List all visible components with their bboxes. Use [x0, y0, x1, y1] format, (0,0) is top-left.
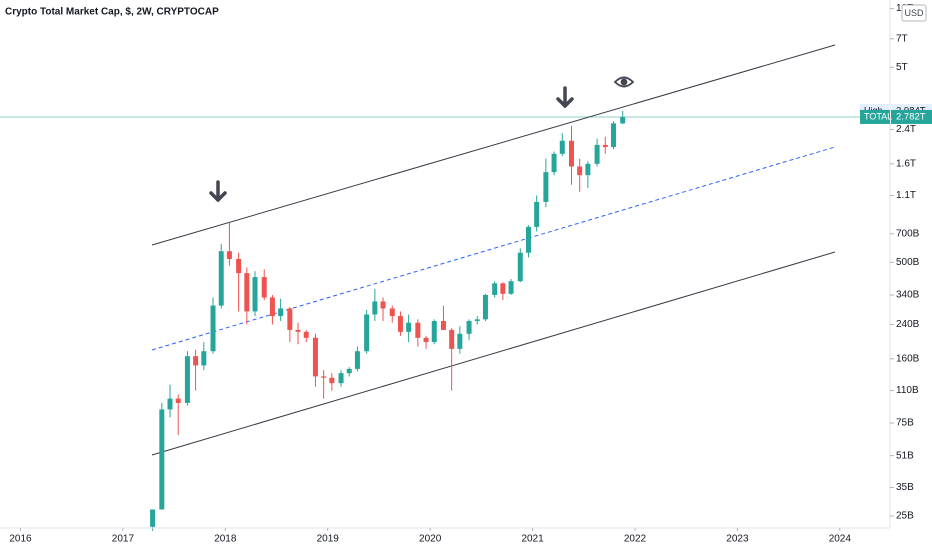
candle-body [457, 333, 463, 349]
candle-body [329, 377, 335, 384]
candle-body [244, 273, 250, 312]
candle-body [543, 172, 549, 202]
candle-body [210, 305, 216, 352]
y-tick-label: 340B [896, 290, 920, 301]
candle-body [585, 163, 591, 176]
candle-body [415, 322, 421, 338]
arrow-down [556, 86, 574, 108]
y-tick-label: 1.1T [896, 190, 916, 201]
candle-body [321, 376, 327, 378]
y-tick-label: 160B [896, 353, 920, 364]
candle-body [261, 277, 267, 298]
candle-body [150, 509, 156, 527]
candle-body [346, 368, 352, 374]
candle-body [193, 356, 199, 366]
x-tick-label: 2021 [521, 534, 544, 545]
candle-body [252, 277, 258, 312]
chart-title: Crypto Total Market Cap, $, 2W, CRYPTOCA… [5, 7, 219, 18]
y-tick-label: 5T [896, 62, 908, 73]
x-tick-label: 2024 [829, 534, 852, 545]
candle-body [372, 301, 378, 315]
candle-body [287, 308, 293, 330]
candle-body [482, 294, 488, 320]
x-tick-label: 2018 [214, 534, 237, 545]
y-tick-label: 51B [896, 450, 914, 461]
candle-body [406, 322, 412, 332]
candle-body [525, 226, 531, 253]
y-tick-label: 35B [896, 482, 914, 493]
candle-body [397, 316, 403, 332]
x-tick-label: 2019 [317, 534, 340, 545]
candle-body [449, 329, 455, 349]
candle-body [354, 351, 360, 369]
candle-body [269, 297, 275, 317]
price-tag-value-bg [891, 109, 932, 124]
candle-body [423, 337, 429, 343]
price-tag-name-bg [860, 109, 890, 124]
price-tag-name: TOTAL [864, 111, 892, 121]
x-tick-label: 2016 [9, 534, 32, 545]
candle-body [389, 308, 395, 317]
x-tick-label: 2017 [112, 534, 135, 545]
candle-body [226, 251, 232, 259]
candle-body [517, 252, 523, 282]
candle-body [338, 373, 344, 384]
candle-body [364, 314, 370, 352]
candle-body [218, 251, 224, 306]
y-tick-label: 7T [896, 33, 908, 44]
candle-body [466, 321, 472, 334]
currency-label[interactable]: USD [904, 8, 924, 18]
candle-body [312, 337, 318, 377]
drawings [151, 44, 836, 456]
candle-body [295, 329, 301, 332]
y-tick-label: 1.6T [896, 158, 916, 169]
y-tick-label: 110B [896, 385, 919, 396]
channel-lower-line [151, 251, 836, 456]
candle-body [440, 321, 446, 330]
candle-body [431, 321, 437, 343]
candle-body [159, 409, 165, 510]
channel-upper-line [151, 44, 836, 246]
y-tick-label: 2.4T [896, 124, 916, 135]
candle-body [500, 283, 506, 294]
candle-body [602, 144, 608, 148]
candle-body [610, 123, 616, 148]
candle-body [474, 319, 480, 322]
currency-box[interactable] [901, 4, 927, 22]
eye-icon [613, 76, 635, 88]
candle-body [380, 301, 386, 309]
y-tick-label: 75B [896, 418, 914, 429]
candle-body [508, 281, 514, 294]
candle-body [577, 166, 583, 176]
candle-body [534, 201, 540, 227]
candle-body [620, 116, 626, 124]
candle-body [175, 398, 181, 403]
candle-body [492, 283, 498, 295]
x-tick-label: 2022 [624, 534, 647, 545]
y-tick-label: 700B [896, 228, 920, 239]
candles [150, 111, 626, 531]
y-tick-label: 500B [896, 257, 920, 268]
y-tick-label: 240B [896, 319, 920, 330]
candle-body [201, 351, 207, 366]
candle-body [568, 140, 574, 167]
arrow-down [209, 180, 227, 202]
y-tick-label: 25B [896, 511, 914, 522]
x-tick-label: 2020 [419, 534, 442, 545]
candle-body [236, 258, 242, 274]
candle-body [594, 144, 600, 164]
candle-body [184, 356, 190, 403]
candle-body [303, 331, 309, 338]
candle-body [559, 140, 565, 154]
price-tag-value: 2.782T [896, 111, 926, 122]
x-tick-label: 2023 [726, 534, 749, 545]
candle-body [551, 153, 557, 173]
candle-body [167, 398, 173, 410]
candle-body [278, 308, 284, 317]
